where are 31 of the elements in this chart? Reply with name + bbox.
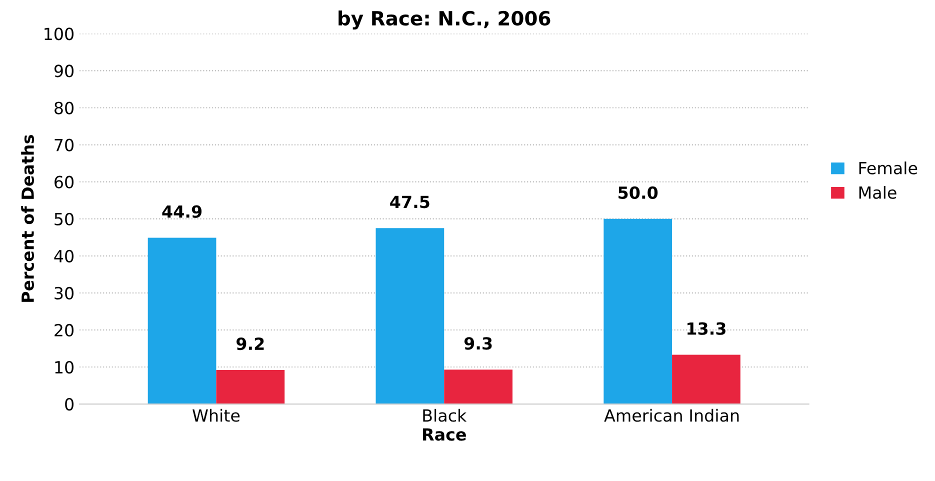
y-tick-label: 60 <box>54 176 74 188</box>
y-tick-label: 90 <box>54 64 74 78</box>
data-label: 13.3 <box>688 322 726 335</box>
legend-label: Female <box>859 162 918 174</box>
y-tick-label: 20 <box>54 324 74 337</box>
y-tick-label: 100 <box>44 28 74 40</box>
y-axis-title: Percent of Deaths <box>21 135 34 302</box>
bar <box>148 238 216 404</box>
bar <box>376 228 444 404</box>
y-tick-label: 40 <box>54 250 74 262</box>
data-label: 44.9 <box>162 205 202 218</box>
y-tick-label: 30 <box>54 286 74 300</box>
legend-label: Male <box>859 186 896 199</box>
data-label: 9.3 <box>464 337 492 350</box>
x-axis-title: Race <box>423 428 466 441</box>
y-tick-label: 10 <box>55 360 74 374</box>
bar <box>604 218 672 404</box>
y-tick-label: 50 <box>54 212 74 226</box>
x-tick-label: Black <box>423 408 467 422</box>
data-label: 50.0 <box>618 186 658 199</box>
data-label: 47.5 <box>390 196 430 208</box>
y-tick-label: 70 <box>54 138 74 152</box>
data-label: 9.2 <box>236 337 264 350</box>
y-tick-label: 0 <box>65 398 74 411</box>
x-tick-label: American Indian <box>604 408 739 422</box>
y-tick-label: 80 <box>54 102 74 114</box>
bar <box>216 370 285 404</box>
x-tick-label: White <box>192 408 240 422</box>
chart-title: by Race: N.C., 2006 <box>338 10 550 30</box>
bar <box>444 370 512 404</box>
bar <box>672 354 740 404</box>
